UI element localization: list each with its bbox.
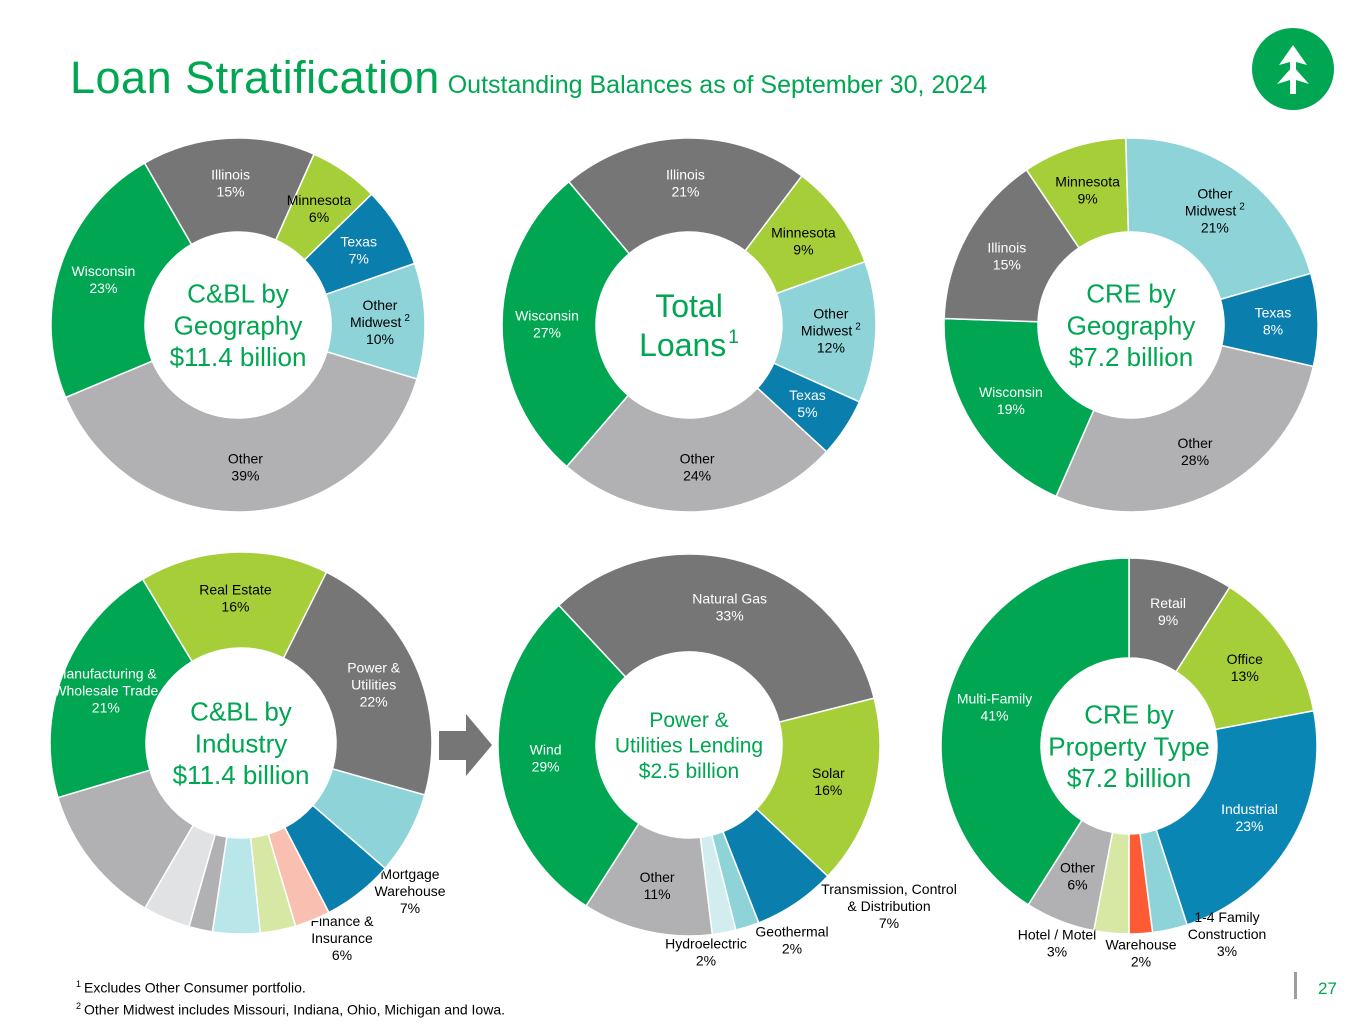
donut-6-industrial-label: Industrial 23% — [1221, 801, 1278, 834]
donut-5-transmission-control-distribution-label: Transmission, Control & Distribution 7% — [821, 881, 957, 931]
tree-logo-icon — [1252, 28, 1334, 110]
donut-6-slice-industrial — [1155, 709, 1318, 926]
donut-1-wisconsin-label: Wisconsin 23% — [72, 263, 136, 296]
donut-6-office-label: Office 13% — [1227, 651, 1264, 684]
donut-6-center-title: CRE by Property Type $7.2 billion — [1048, 700, 1209, 793]
donut-4-real-estate-label: Real Estate 16% — [199, 582, 272, 615]
page-title: Loan Stratification — [70, 52, 440, 103]
page-number: 27 — [1318, 979, 1337, 998]
donut-2-minnesota-label: Minnesota 9% — [771, 224, 836, 257]
donut-3-illinois-label: Illinois 15% — [987, 240, 1026, 273]
donut-1-illinois-label: Illinois 15% — [211, 167, 250, 200]
donut-5-hydroelectric-label: Hydroelectric 2% — [665, 936, 747, 969]
page-divider — [1294, 972, 1297, 999]
donut-3-wisconsin-label: Wisconsin 19% — [979, 384, 1043, 417]
footnote-1: 1 Excludes Other Consumer portfolio. — [76, 979, 306, 996]
footnotes: 1 Excludes Other Consumer portfolio. 2 Oth… — [76, 975, 505, 1018]
donut-3-other-midwest-label: Other Midwest 2 21% — [1185, 185, 1245, 235]
donut-4-mortgage-warehouse-label: Mortgage Warehouse 7% — [374, 866, 445, 916]
donut-5-center-title: Power & Utilities Lending $2.5 billion — [615, 709, 763, 783]
donut-6-multi-family-label: Multi-Family 41% — [957, 690, 1032, 723]
footnote-2: 2 Other Midwest includes Missouri, Indian… — [76, 1000, 505, 1018]
donut-2-slice-other — [565, 386, 828, 513]
donut-6-other-label: Other 6% — [1060, 860, 1095, 893]
donut-2-slice-wisconsin — [501, 180, 631, 468]
donut-5-solar-label: Solar 16% — [812, 765, 845, 798]
donut-2-other-label: Other 24% — [680, 450, 715, 483]
donut-3-slice-wisconsin — [943, 317, 1095, 498]
donut-1-slice-other — [64, 350, 418, 513]
donut-3-texas-label: Texas 8% — [1255, 305, 1292, 338]
page-title-row: Loan Stratification Outstanding Balances … — [70, 52, 987, 104]
donut-3-center-title: CRE by Geography $7.2 billion — [1067, 279, 1196, 372]
donut-4-slice-real-estate — [141, 551, 328, 663]
donut-4-finance-insurance-label: Finance & Insurance 6% — [310, 913, 374, 963]
donut-3-minnesota-label: Minnesota 9% — [1055, 173, 1120, 206]
donut-1-slice-illinois — [143, 137, 316, 246]
arrow-right-icon — [439, 714, 492, 776]
donut-5-natural-gas-label: Natural Gas 33% — [692, 590, 767, 623]
donut-4-manufacturing-wholesale-trade-label: Manufacturing & Wholesale Trade 21% — [53, 666, 158, 716]
donut-4-slice-power-utilities — [282, 571, 433, 796]
donut-5-geothermal-label: Geothermal 2% — [755, 924, 828, 957]
donut-6-1-4-family-construction-label: 1-4 Family Construction 3% — [1188, 909, 1267, 959]
donut-4-power-utilities-label: Power & Utilities 22% — [347, 659, 401, 709]
donut-2-texas-label: Texas 5% — [789, 387, 826, 420]
donut-1-minnesota-label: Minnesota 6% — [287, 192, 352, 225]
donut-2-slice-illinois — [567, 137, 803, 255]
donut-4-slice-manufacturing-wholesale-trade — [49, 578, 194, 799]
donut-5-other-label: Other 11% — [640, 869, 675, 902]
donut-2-other-midwest-label: Other Midwest 2 12% — [801, 306, 861, 356]
donut-1-other-label: Other 39% — [228, 450, 263, 483]
donut-2-center-title: Total Loans 1 — [639, 288, 739, 363]
donut-6-slice-multi-family — [940, 557, 1130, 906]
page-subtitle: Outstanding Balances as of September 30,… — [447, 71, 987, 99]
donut-5-wind-label: Wind 29% — [530, 742, 562, 775]
donut-5-slice-wind — [497, 604, 640, 907]
donut-2-wisconsin-label: Wisconsin 27% — [515, 307, 579, 340]
donut-3-slice-illinois — [943, 168, 1081, 323]
donut-6-retail-label: Retail 9% — [1150, 595, 1186, 628]
donut-1-texas-label: Texas 7% — [340, 234, 377, 267]
donut-5-slice-natural-gas — [557, 553, 876, 724]
donut-3-slice-other-midwest — [1125, 137, 1312, 301]
donut-1-center-title: C&BL by Geography $11.4 billion — [170, 279, 307, 372]
donut-5-slice-solar — [755, 697, 881, 878]
donut-1-other-midwest-label: Other Midwest 2 10% — [350, 297, 410, 347]
donut-2-illinois-label: Illinois 21% — [666, 167, 705, 200]
donut-3-other-label: Other 28% — [1178, 435, 1213, 468]
donut-1-slice-wisconsin — [50, 162, 193, 399]
donut-6-warehouse-label: Warehouse 2% — [1105, 937, 1176, 970]
donut-4-center-title: C&BL by Industry $11.4 billion — [173, 697, 310, 790]
donut-6-hotel-motel-label: Hotel / Motel 3% — [1018, 927, 1097, 960]
donut-3-slice-other — [1055, 344, 1315, 513]
